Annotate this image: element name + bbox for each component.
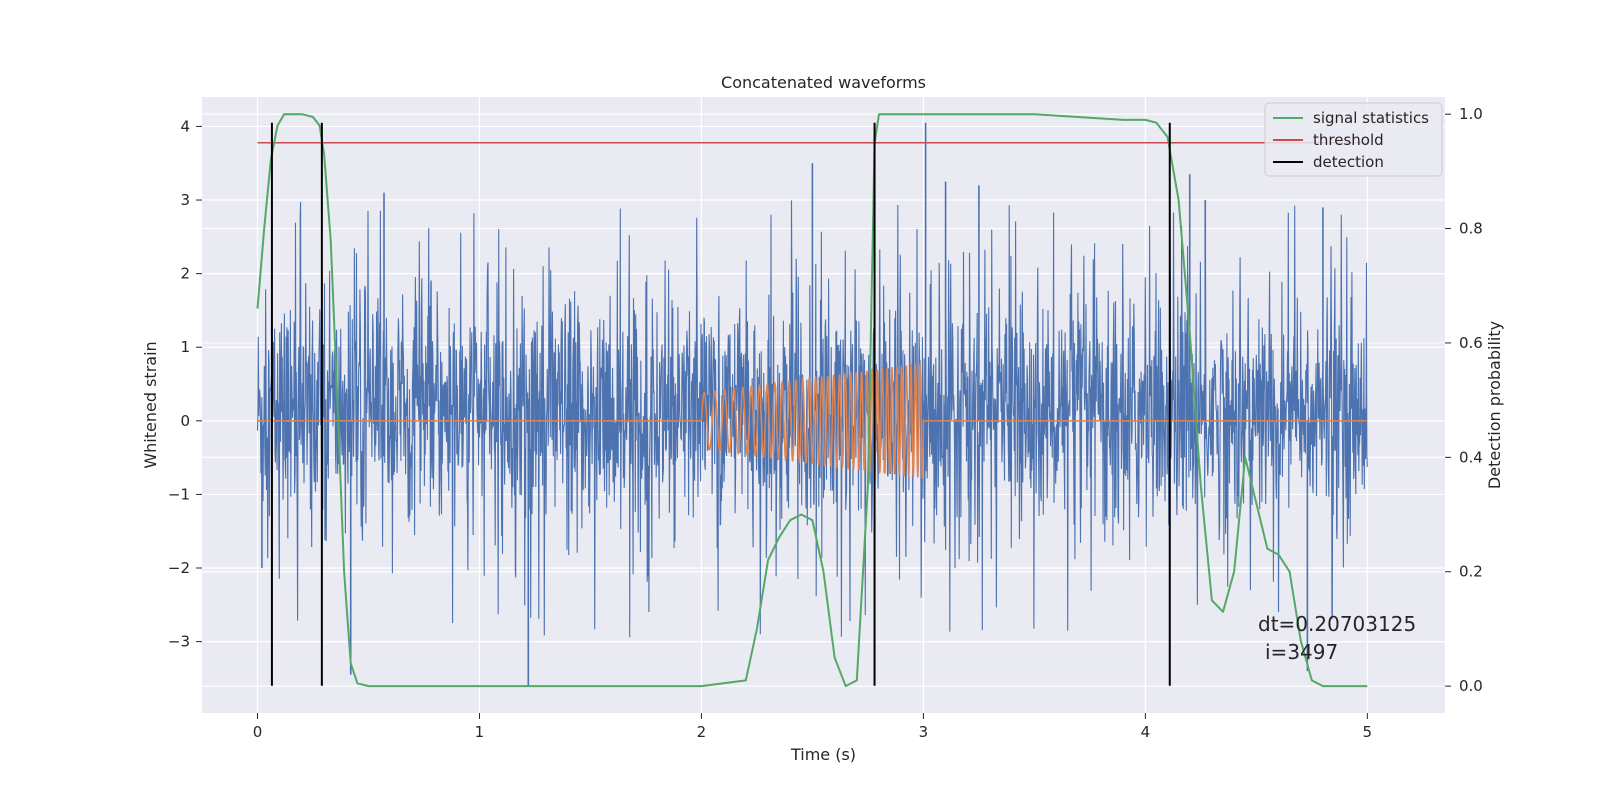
x-axis-label: Time (s)	[790, 745, 856, 764]
y-tick-label: 0	[180, 412, 190, 430]
series-layer	[256, 113, 1368, 688]
x-tick-label: 5	[1363, 723, 1373, 741]
chart-title: Concatenated waveforms	[721, 73, 926, 92]
y-tick-label: 3	[180, 191, 190, 209]
x-tick-label: 4	[1141, 723, 1151, 741]
y-right-tick-label: 0.0	[1459, 677, 1483, 695]
axes: 0 1 2 3 4 5 4 3 2 1 0 −1 −2 −3 1.0 0.8 0.6 0.4 0.2 0.0	[168, 105, 1483, 741]
y-tick-label: −1	[168, 485, 190, 503]
y-tick-label: 2	[180, 265, 190, 283]
y-tick-label: 4	[180, 117, 190, 135]
annotation-index: i=3497	[1265, 640, 1338, 664]
annotation-dt: dt=0.20703125	[1258, 612, 1416, 636]
injection-series	[257, 361, 1368, 479]
y-tick-label: 1	[180, 338, 190, 356]
x-tick-label: 3	[919, 723, 929, 741]
y-tick-label: −3	[168, 633, 190, 651]
y-axis-label: Whitened strain	[141, 341, 160, 468]
legend-box	[1264, 102, 1443, 177]
x-tick-label: 1	[475, 723, 485, 741]
y-right-tick-label: 1.0	[1459, 105, 1483, 123]
y-right-tick-label: 0.8	[1459, 220, 1483, 238]
legend: signal statistics threshold detection	[1264, 102, 1443, 177]
y-right-tick-label: 0.4	[1459, 448, 1483, 466]
legend-label-threshold: threshold	[1313, 131, 1384, 149]
legend-label-detection: detection	[1313, 153, 1384, 171]
y-axis-label-right: Detection probability	[1485, 321, 1504, 489]
x-tick-label: 0	[253, 723, 263, 741]
y-tick-label: −2	[168, 559, 190, 577]
signal-statistics-line	[256, 113, 1368, 688]
y-right-tick-label: 0.2	[1459, 563, 1483, 581]
y-right-tick-label: 0.6	[1459, 334, 1483, 352]
x-tick-label: 2	[697, 723, 707, 741]
legend-label-signal-statistics: signal statistics	[1313, 109, 1429, 127]
